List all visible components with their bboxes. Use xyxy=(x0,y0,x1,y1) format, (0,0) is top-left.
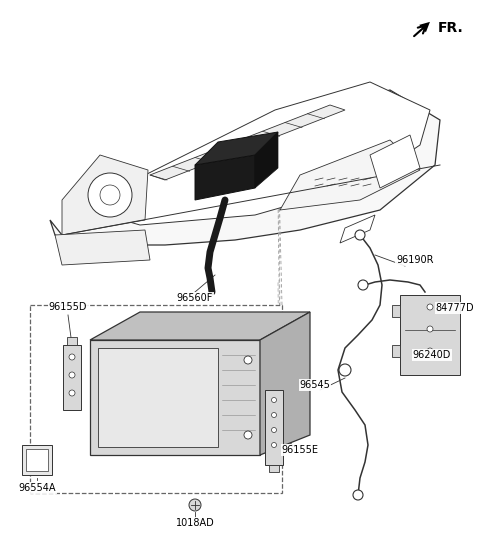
Polygon shape xyxy=(62,155,148,235)
Polygon shape xyxy=(90,312,310,340)
Polygon shape xyxy=(88,82,430,225)
Text: 96190R: 96190R xyxy=(396,255,434,265)
Circle shape xyxy=(358,280,368,290)
Bar xyxy=(63,345,81,410)
Polygon shape xyxy=(90,340,260,455)
Polygon shape xyxy=(340,215,375,243)
Circle shape xyxy=(69,372,75,378)
Text: 96560F: 96560F xyxy=(177,293,213,303)
Circle shape xyxy=(272,427,276,433)
Circle shape xyxy=(272,413,276,418)
Text: 96240D: 96240D xyxy=(413,350,451,360)
Text: 96155E: 96155E xyxy=(281,445,319,455)
Text: 96545: 96545 xyxy=(300,380,330,390)
Bar xyxy=(30,305,282,493)
Text: 96554A: 96554A xyxy=(18,483,56,493)
Circle shape xyxy=(427,348,433,354)
Bar xyxy=(67,337,77,345)
Bar xyxy=(400,295,460,375)
Polygon shape xyxy=(55,230,150,265)
Circle shape xyxy=(427,304,433,310)
Polygon shape xyxy=(195,132,278,165)
Circle shape xyxy=(427,326,433,332)
Text: 96155D: 96155D xyxy=(49,302,87,312)
Circle shape xyxy=(244,356,252,364)
Circle shape xyxy=(353,490,363,500)
Polygon shape xyxy=(255,132,278,188)
Bar xyxy=(392,345,400,357)
Polygon shape xyxy=(150,105,345,180)
Polygon shape xyxy=(260,312,310,455)
Bar xyxy=(26,449,48,471)
Circle shape xyxy=(69,354,75,360)
Circle shape xyxy=(69,390,75,396)
Polygon shape xyxy=(50,90,440,245)
Polygon shape xyxy=(370,135,420,188)
Polygon shape xyxy=(280,140,420,210)
Circle shape xyxy=(100,185,120,205)
Text: 1018AD: 1018AD xyxy=(176,518,215,528)
Circle shape xyxy=(88,173,132,217)
Bar xyxy=(392,305,400,317)
Circle shape xyxy=(339,364,351,376)
Circle shape xyxy=(272,443,276,447)
Text: 84777D: 84777D xyxy=(436,303,474,313)
Polygon shape xyxy=(195,155,255,200)
Bar xyxy=(265,390,283,465)
Text: FR.: FR. xyxy=(438,21,464,35)
Bar xyxy=(269,465,279,472)
Circle shape xyxy=(355,230,365,240)
Circle shape xyxy=(189,499,201,511)
Bar xyxy=(22,445,52,475)
Circle shape xyxy=(272,397,276,402)
Polygon shape xyxy=(98,348,218,447)
Circle shape xyxy=(244,431,252,439)
